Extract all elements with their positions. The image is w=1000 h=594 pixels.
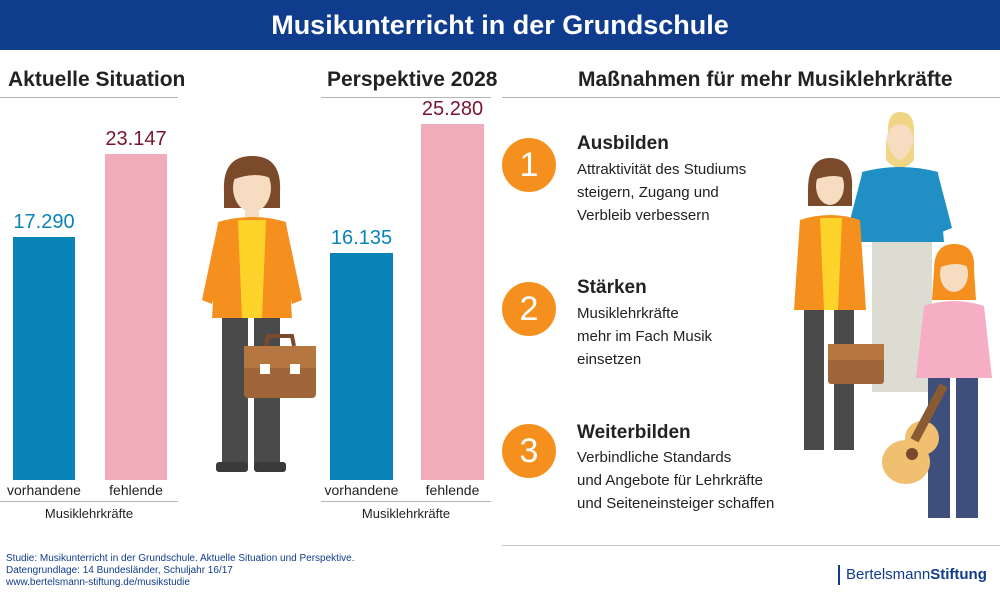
measure-title: Stärken [577,277,647,298]
bar-fehlende [421,124,484,480]
measure-text: mehr im Fach Musik [577,328,713,345]
measure-text: steigern, Zugang und [577,184,719,201]
group-label: Musiklehrkräfte [44,506,134,521]
divider [321,97,491,98]
group-label: Musiklehrkräfte [361,506,451,521]
bar-fehlende [105,154,167,480]
step-number-2: 2 [502,282,556,336]
teacher-illustration [202,156,316,472]
category-label: vorhandene [7,482,81,498]
bar-vorhandene [13,236,75,480]
measure-text: einsetzen [577,351,642,368]
measure-text: Verbindliche Standards [577,449,732,466]
teachers-group-illustration [794,112,992,518]
footer-data-basis: Datengrundlage: 14 Bundesländer, Schulja… [6,565,233,576]
bar-value-label: 23.147 [105,128,167,151]
divider [502,545,1000,546]
divider [0,501,178,502]
footer-source: Studie: Musikunterricht in der Grundschu… [6,553,355,564]
bar-value-label: 16.135 [330,226,393,249]
divider [0,97,178,98]
divider [502,97,1000,98]
measure-text: und Angebote für Lehrkräfte [577,472,763,489]
footer-url[interactable]: www.bertelsmann-stiftung.de/musikstudie [6,577,190,588]
measure-text: Attraktivität des Studiums [577,161,747,178]
page-title: Musikunterricht in der Grundschule [0,0,1000,50]
measure-text: Musiklehrkräfte [577,305,679,322]
divider [321,501,491,502]
measure-text: Verbleib verbessern [577,207,710,224]
step-number-3: 3 [502,424,556,478]
bar-value-label: 17.290 [13,210,75,233]
category-label: vorhandene [324,482,399,498]
bar-value-label: 25.280 [421,98,484,121]
measure-title: Weiterbilden [577,422,691,443]
chart-title-2028: Perspektive 2028 [327,68,498,91]
category-label: fehlende [425,482,480,498]
measure-text: und Seiteneinsteiger schaffen [577,495,775,512]
step-number-1: 1 [502,138,556,192]
measure-title: Ausbilden [577,133,669,154]
measures-title: Maßnahmen für mehr Musiklehrkräfte [578,68,953,91]
category-label: fehlende [109,482,163,498]
bertelsmann-stiftung-logo: BertelsmannStiftung [846,566,987,583]
bar-vorhandene [330,252,393,480]
logo-bar [838,565,840,585]
chart-title-current: Aktuelle Situation [8,68,186,91]
